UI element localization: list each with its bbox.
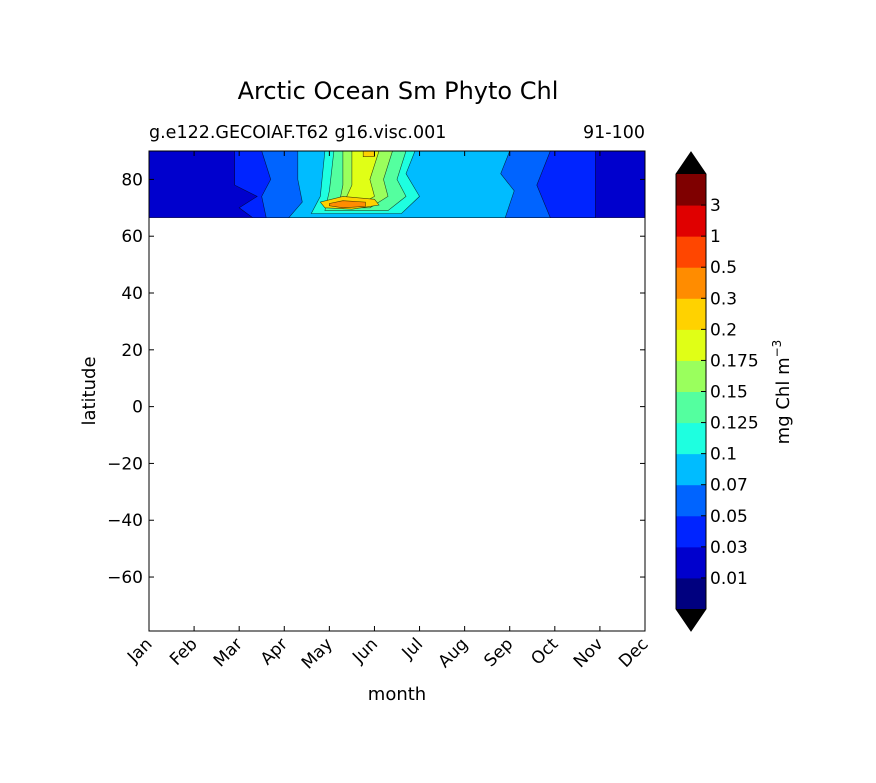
colorbar-band (676, 205, 706, 237)
colorbar-label: mg Chl m−3 (770, 340, 794, 445)
y-tick-label: 60 (121, 227, 143, 247)
colorbar-band (676, 391, 706, 424)
chart-subtitle-right: 91-100 (583, 123, 645, 143)
y-axis: 80 60 40 20 0 −20 −40 −60 (107, 170, 645, 588)
colorbar-tick-label: 0.3 (710, 289, 737, 309)
colorbar-band (676, 174, 706, 206)
x-tick-label: Feb (166, 634, 201, 669)
colorbar-band (676, 515, 706, 548)
colorbar-tick-label: 0.07 (710, 476, 748, 496)
colorbar-tick-label: 0.175 (710, 351, 759, 371)
colorbar-tick-label: 0.125 (710, 414, 759, 434)
colorbar-band (676, 236, 706, 268)
colorbar-tick-label: 0.15 (710, 383, 748, 403)
plot-area (148, 150, 646, 632)
y-tick-label: −60 (107, 568, 143, 588)
colorbar-band (676, 298, 706, 330)
y-tick-label: 40 (121, 284, 143, 304)
colorbar-band (676, 546, 706, 579)
colorbar-band (676, 329, 706, 361)
colorbar-band (676, 267, 706, 299)
colorbar-tick-label: 0.05 (710, 507, 748, 527)
colorbar-label-sup: −3 (770, 340, 784, 358)
y-tick-label: 80 (121, 170, 143, 190)
colorbar-tick-label: 0.5 (710, 258, 737, 278)
x-tick-label: Sep (480, 634, 517, 671)
y-tick-label: −20 (107, 454, 143, 474)
colorbar-tick-label: 0.2 (710, 320, 737, 340)
colorbar-band (676, 577, 706, 610)
colorbar-tick-label: 0.03 (710, 538, 748, 558)
colorbar-band (676, 360, 706, 392)
contour-region (329, 200, 366, 209)
colorbar-frame (675, 151, 707, 632)
y-axis-label: latitude (79, 356, 100, 425)
colorbar-tick-label: 1 (710, 227, 721, 247)
colorbar-extend-min (676, 609, 706, 631)
chart-title: Arctic Ocean Sm Phyto Chl (238, 77, 559, 105)
plot-background (149, 151, 645, 631)
x-tick-label: Nov (570, 634, 608, 672)
x-tick-label: Oct (527, 634, 562, 669)
colorbar-tick-label: 0.01 (710, 569, 748, 589)
chart-subtitle-left: g.e122.GECOIAF.T62 g16.visc.001 (149, 123, 446, 143)
x-tick-label: Aug (435, 634, 473, 672)
colorbar-extend-max (676, 152, 706, 174)
x-tick-label: Apr (257, 634, 292, 669)
y-tick-label: −40 (107, 511, 143, 531)
colorbar-band (676, 422, 706, 455)
x-tick-label: Jul (398, 634, 427, 663)
x-tick-label: May (298, 634, 337, 673)
y-tick-label: 0 (132, 398, 143, 418)
colorbar-tick-label: 3 (710, 196, 721, 216)
colorbar-tick-label: 0.1 (710, 445, 737, 465)
colorbar-band (676, 484, 706, 517)
x-tick-label: Mar (210, 634, 247, 671)
x-tick-label: Jun (348, 634, 382, 668)
x-tick-label: Dec (615, 634, 652, 671)
x-tick-label: Jan (123, 634, 156, 667)
colorbar-label-text: mg Chl m (773, 357, 794, 444)
plot-frame (148, 150, 646, 632)
y-tick-label: 20 (121, 341, 143, 361)
x-axis-label: month (368, 684, 426, 705)
contour-region (362, 150, 375, 157)
colorbar: 0.01 0.03 0.05 0.07 0.1 0.125 0.15 0.175 0.2 0.3 0… (675, 151, 759, 632)
colorbar-band (676, 453, 706, 486)
